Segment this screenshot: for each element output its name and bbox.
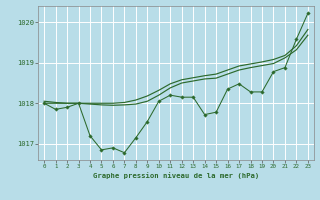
X-axis label: Graphe pression niveau de la mer (hPa): Graphe pression niveau de la mer (hPa) [93, 172, 259, 179]
